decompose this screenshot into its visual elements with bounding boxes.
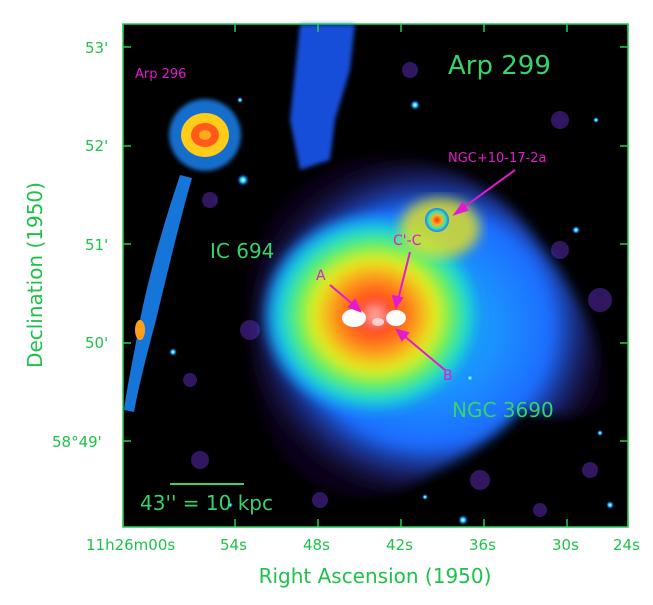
field-stars [169,97,614,525]
annotation-arrows [329,169,516,371]
plot-frame [122,23,629,528]
ra-tick-labels: 11h26m00s 54s 48s 42s 36s 30s 24s [86,536,640,554]
nuclei [342,309,406,327]
north-tidal-tail [290,24,355,170]
scale-label: 43'' = 10 kpc [140,491,273,515]
label-a: A [316,268,326,284]
cprime-c-label: C'-C [393,233,422,249]
ra-tick-42: 42s [386,536,413,554]
ra-tick-30: 30s [552,536,579,554]
companion-galaxy [425,208,449,232]
arp296-label: Arp 296 [135,67,186,82]
ra-tick-36: 36s [469,536,496,554]
ngc3690-label: NGC 3690 [452,398,554,422]
arp299-title: Arp 299 [448,51,551,81]
frame-ticks [122,24,629,527]
dec-tick-labels: 53' 52' 51' 50' 58°49' [52,39,108,451]
ra-tick-54: 54s [220,536,247,554]
ra-tick-00: 11h26m00s [86,536,175,554]
arp296-galaxy [169,99,241,171]
image-field [123,24,628,527]
label-b: B [443,368,453,384]
ra-tick-24: 24s [613,536,640,554]
arp296-tail [124,175,192,412]
ngc-companion-label: NGC+10-17-2a [448,151,546,166]
dec-tick-49: 58°49' [52,433,102,451]
ra-tick-48: 48s [303,536,330,554]
background-noise [183,62,612,517]
dec-tick-50: 50' [85,334,108,352]
y-axis-title: Declination (1950) [23,182,47,368]
dec-tick-53: 53' [85,39,108,57]
merger-body [265,215,485,415]
dec-tick-52: 52' [85,137,108,155]
dec-tick-51: 51' [85,236,108,254]
ic694-label: IC 694 [210,239,274,263]
x-axis-title: Right Ascension (1950) [259,564,492,588]
